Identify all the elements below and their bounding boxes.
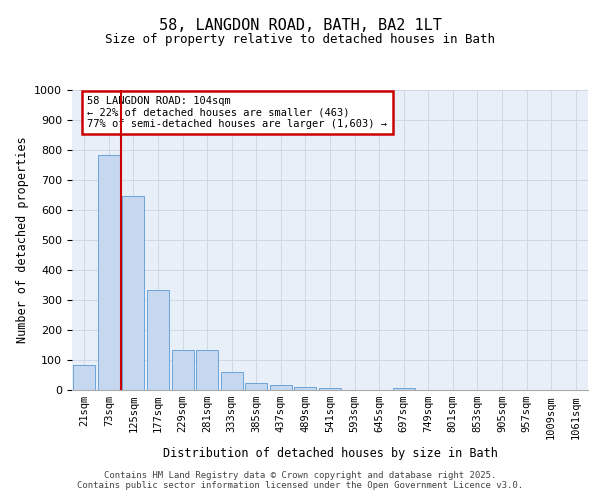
Bar [270, 384, 292, 390]
Bar [98, 155, 120, 390]
Bar [73, 365, 95, 390]
Text: 58 LANGDON ROAD: 104sqm
← 22% of detached houses are smaller (463)
77% of semi-d: 58 LANGDON ROAD: 104sqm ← 22% of detache… [88, 96, 388, 129]
Text: 58, LANGDON ROAD, BATH, BA2 1LT: 58, LANGDON ROAD, BATH, BA2 1LT [158, 18, 442, 32]
Bar [147, 290, 169, 390]
Bar [245, 382, 268, 390]
X-axis label: Distribution of detached houses by size in Bath: Distribution of detached houses by size … [163, 447, 497, 460]
Bar [196, 350, 218, 390]
Bar [319, 388, 341, 390]
Text: Size of property relative to detached houses in Bath: Size of property relative to detached ho… [105, 32, 495, 46]
Bar [392, 388, 415, 390]
Bar [122, 196, 145, 390]
Bar [221, 372, 243, 390]
Bar [172, 350, 194, 390]
Y-axis label: Number of detached properties: Number of detached properties [16, 136, 29, 344]
Text: Contains HM Land Registry data © Crown copyright and database right 2025.
Contai: Contains HM Land Registry data © Crown c… [77, 470, 523, 490]
Bar [295, 387, 316, 390]
